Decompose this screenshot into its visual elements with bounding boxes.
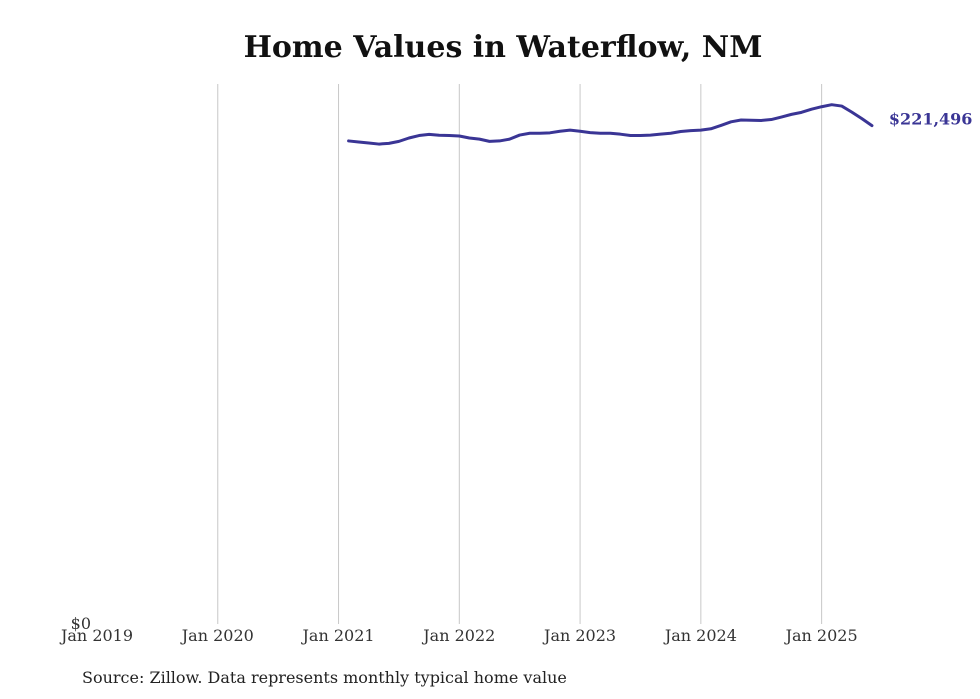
x-tick-label: Jan 2023: [542, 626, 616, 645]
x-tick-label: Jan 2025: [784, 626, 858, 645]
grid-lines: [217, 84, 823, 624]
x-tick-label: Jan 2022: [421, 626, 495, 645]
x-tick-label: Jan 2021: [301, 626, 375, 645]
x-tick-label: Jan 2020: [180, 626, 254, 645]
y-tick-label: $0: [71, 614, 91, 633]
x-tick-label: Jan 2019: [59, 626, 133, 645]
series-layer: [347, 103, 874, 146]
end-value-label: $221,496: [889, 110, 973, 129]
x-tick-label: Jan 2024: [663, 626, 737, 645]
label-layer: $221,496: [889, 110, 973, 129]
source-note: Source: Zillow. Data represents monthly …: [82, 668, 567, 687]
series-line-0: [347, 103, 874, 146]
axis-ticks: Jan 2019 Jan 2020 Jan 2021 Jan 2022 Jan 2023…: [59, 614, 858, 645]
chart-title: Home Values in Waterflow, NM: [243, 30, 763, 65]
